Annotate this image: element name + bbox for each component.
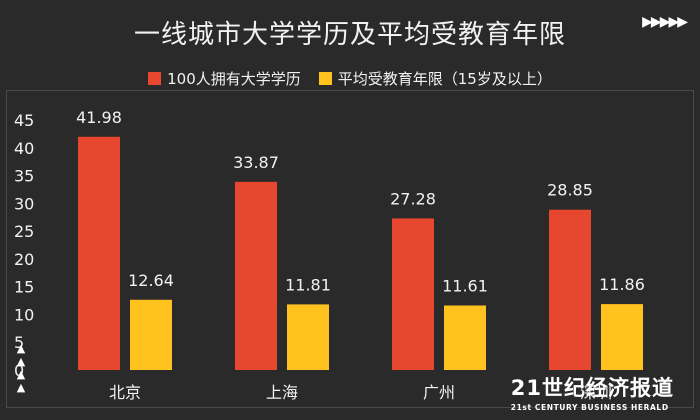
bar <box>235 181 277 370</box>
chart-panel <box>6 90 694 408</box>
bar <box>392 218 434 370</box>
legend-swatch-red <box>148 71 162 85</box>
bar <box>78 136 120 370</box>
y-tick-label: 15 <box>14 278 34 297</box>
data-label: 28.85 <box>547 181 593 200</box>
bar <box>601 304 643 370</box>
watermark-en: 21st CENTURY BUSINESS HERALD <box>510 403 669 412</box>
data-label: 41.98 <box>76 108 122 127</box>
legend: 100人拥有大学学历 平均受教育年限（15岁及以上） <box>0 68 700 88</box>
data-label: 11.86 <box>599 275 645 294</box>
legend-label-university: 100人拥有大学学历 <box>167 69 301 88</box>
category-label: 深圳 <box>580 383 612 402</box>
y-tick-label: 0 <box>14 361 24 380</box>
y-tick-label: 30 <box>14 194 34 213</box>
watermark-logo: 21世纪经济报道 21st CENTURY BUSINESS HERALD <box>511 372 674 412</box>
triangle-deco-text: ▲▲▲▲ <box>14 342 28 394</box>
legend-swatch-yellow <box>318 71 332 85</box>
data-label: 11.61 <box>442 277 488 296</box>
bar <box>130 299 172 370</box>
data-label: 27.28 <box>390 189 436 208</box>
category-label: 上海 <box>266 383 298 402</box>
legend-label-education-years: 平均受教育年限（15岁及以上） <box>337 69 552 88</box>
data-label: 33.87 <box>233 153 279 172</box>
watermark-cn: 21世纪经济报道 <box>510 376 674 400</box>
y-tick-label: 35 <box>14 167 34 186</box>
y-tick-label: 40 <box>14 139 34 158</box>
y-tick-label: 5 <box>14 333 24 352</box>
arrows-icon: ▶▶▶▶▶ <box>642 14 688 30</box>
y-tick-label: 45 <box>14 111 34 130</box>
legend-item-university: 100人拥有大学学历 <box>148 68 301 89</box>
category-label: 广州 <box>423 383 455 402</box>
y-tick-label: 25 <box>14 222 34 241</box>
bar <box>549 209 591 370</box>
data-label: 11.81 <box>285 275 331 294</box>
y-tick-label: 10 <box>14 305 34 324</box>
bar <box>287 304 329 370</box>
data-label: 12.64 <box>128 271 174 290</box>
chart-title: 一线城市大学学历及平均受教育年限 <box>133 20 566 50</box>
triangle-deco-icon: ▲▲▲▲ <box>14 342 28 394</box>
category-label: 北京 <box>109 383 141 402</box>
legend-item-education-years: 平均受教育年限（15岁及以上） <box>318 68 552 89</box>
bar <box>444 305 486 370</box>
y-tick-label: 20 <box>14 250 34 269</box>
